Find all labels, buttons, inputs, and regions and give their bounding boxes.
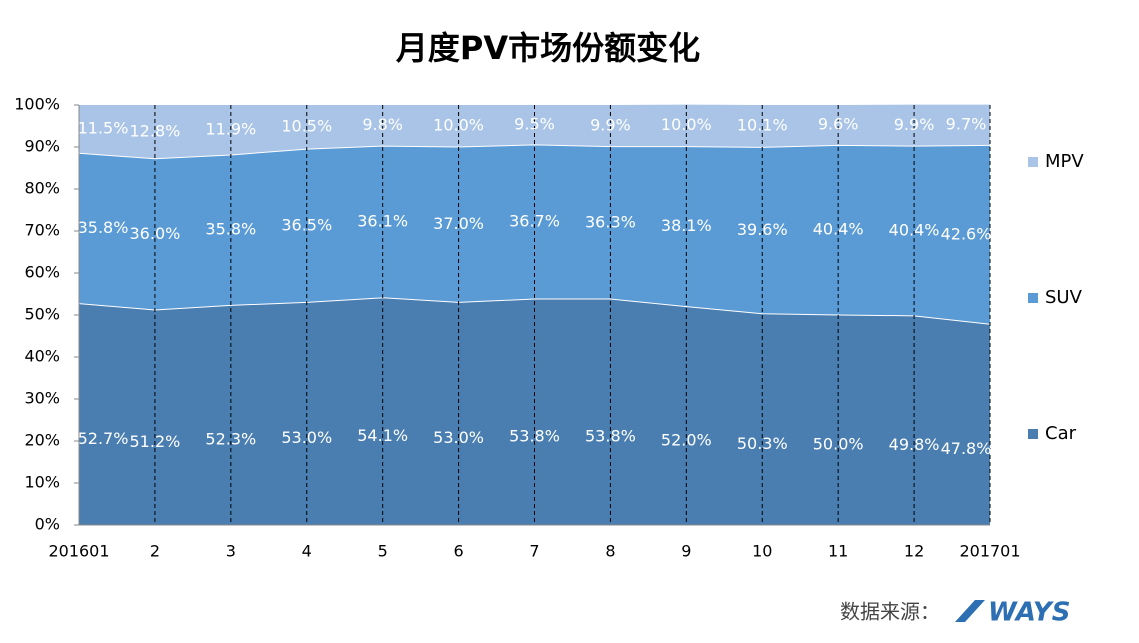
data-label: 9.5% [514,114,555,133]
x-tick-label: 5 [378,542,388,561]
x-tick-label: 12 [904,542,924,561]
data-label: 10.0% [661,115,712,134]
legend-swatch [1028,293,1038,303]
data-label: 40.4% [813,220,864,239]
data-label: 35.8% [205,220,256,239]
x-tick-label: 4 [302,542,312,561]
y-tick-label: 20% [24,431,60,450]
data-label: 42.6% [941,224,992,243]
x-tick-label: 8 [605,542,615,561]
data-label: 12.8% [130,121,181,140]
chart-title: 月度PV市场份额变化 [396,29,700,67]
data-label: 50.0% [813,435,864,454]
x-tick-label: 2 [150,542,160,561]
x-tick-label: 9 [681,542,691,561]
y-tick-label: 70% [24,221,60,240]
data-label: 9.6% [818,115,859,134]
data-label: 37.0% [433,214,484,233]
data-label: 36.7% [509,211,560,230]
data-label: 49.8% [889,435,940,454]
source-label: 数据来源： [840,600,940,624]
data-label: 36.0% [130,224,181,243]
y-tick-label: 90% [24,137,60,156]
legend-swatch [1028,157,1038,167]
x-tick-label: 11 [828,542,848,561]
y-tick-label: 10% [24,473,60,492]
x-tick-label: 10 [752,542,772,561]
data-label: 53.8% [509,427,560,446]
x-tick-label: 201701 [959,542,1020,561]
data-label: 10.0% [433,116,484,135]
data-label: 9.9% [894,115,935,134]
y-tick-label: 100% [14,95,60,114]
data-label: 52.7% [78,429,129,448]
legend-swatch [1028,429,1038,439]
data-label: 54.1% [357,426,408,445]
data-label: 52.0% [661,430,712,449]
y-tick-label: 0% [35,515,60,534]
y-tick-label: 40% [24,347,60,366]
x-tick-label: 3 [226,542,236,561]
logo-mark [955,600,985,622]
y-tick-label: 60% [24,263,60,282]
data-label: 11.5% [78,119,129,138]
data-label: 36.3% [585,212,636,231]
data-label: 50.3% [737,434,788,453]
data-label: 11.9% [205,119,256,138]
data-label: 40.4% [889,221,940,240]
data-label: 47.8% [941,439,992,458]
area [79,104,990,159]
data-label: 9.9% [590,115,631,134]
data-label: 35.8% [78,218,129,237]
x-tick-label: 7 [529,542,539,561]
legend-label: MPV [1045,151,1084,172]
legend-label: SUV [1045,287,1083,308]
y-tick-label: 50% [24,305,60,324]
data-label: 36.1% [357,211,408,230]
logo-text: WAYS [988,598,1070,628]
y-tick-label: 30% [24,389,60,408]
data-label: 9.7% [946,114,987,133]
data-label: 53.8% [585,427,636,446]
data-label: 53.0% [281,428,332,447]
data-label: 36.5% [281,215,332,234]
data-label: 10.1% [737,116,788,135]
data-label: 38.1% [661,216,712,235]
data-label: 53.0% [433,428,484,447]
y-tick-label: 80% [24,179,60,198]
data-label: 51.2% [130,432,181,451]
legend-label: Car [1045,423,1077,444]
data-label: 52.3% [205,430,256,449]
x-tick-label: 201601 [48,542,109,561]
area [79,297,990,525]
data-label: 10.5% [281,117,332,136]
data-label: 39.6% [737,220,788,239]
x-tick-label: 6 [453,542,463,561]
data-label: 9.8% [362,115,403,134]
